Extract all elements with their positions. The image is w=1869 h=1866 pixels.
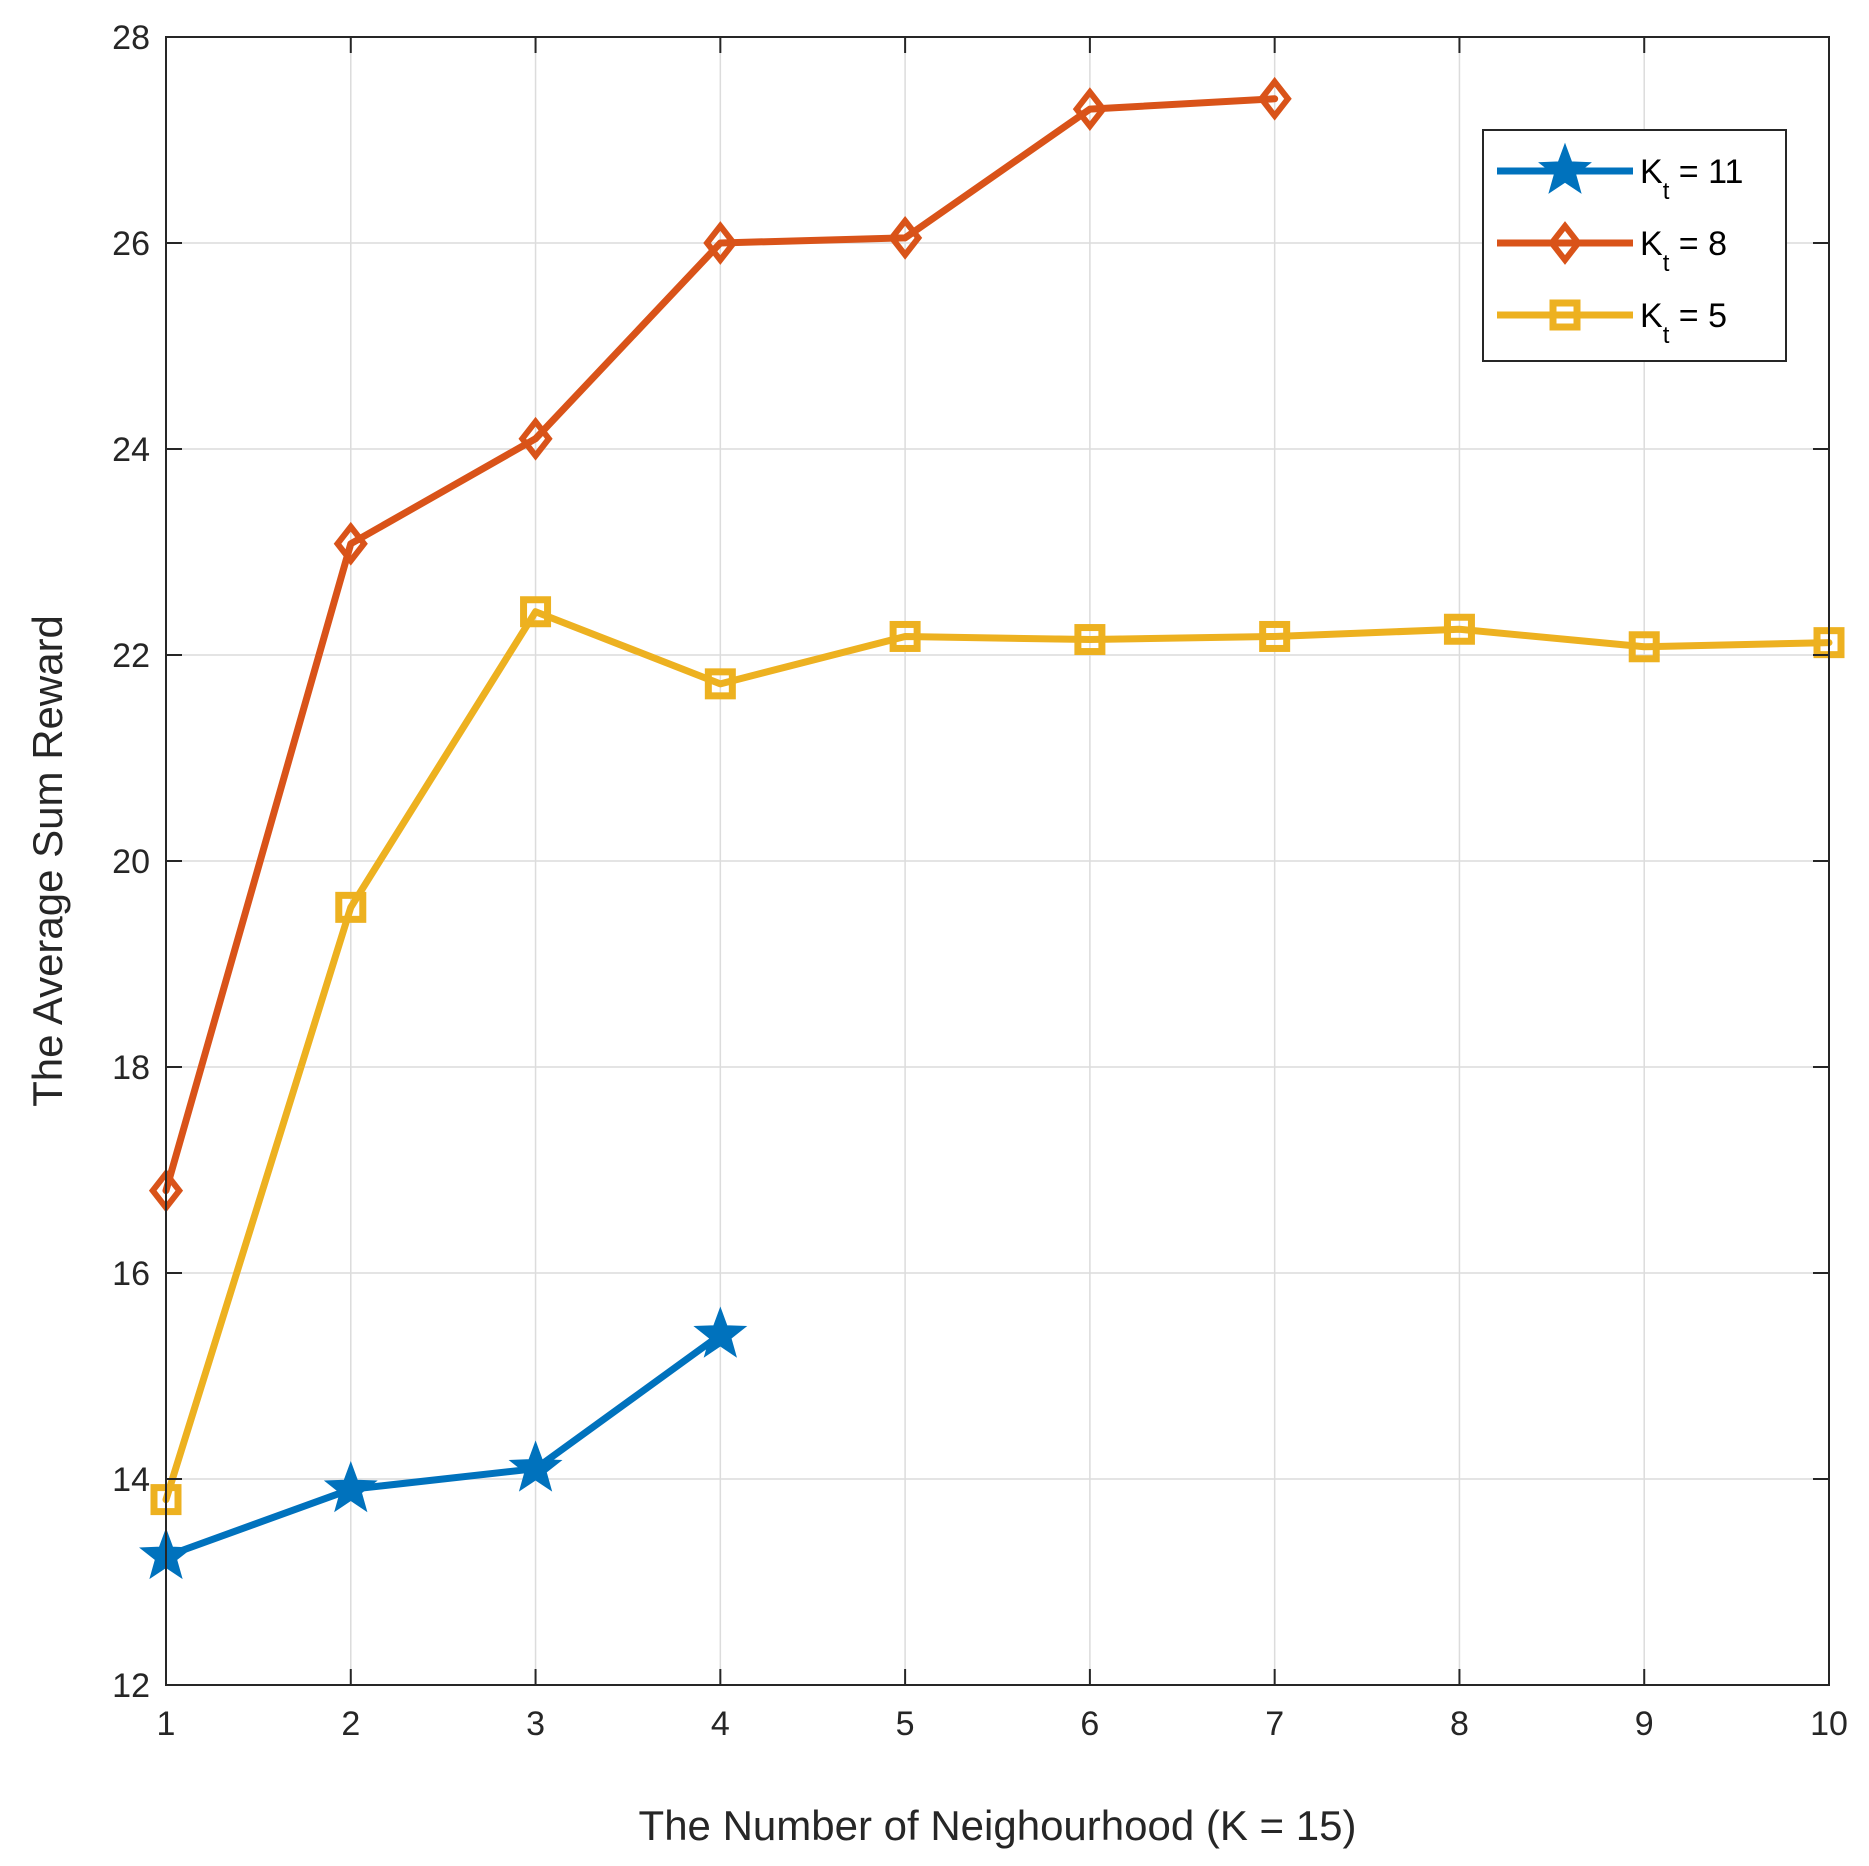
legend-label-rest: = 8 bbox=[1669, 225, 1727, 263]
x-tick-label: 1 bbox=[157, 1705, 176, 1743]
data-point bbox=[1257, 76, 1292, 121]
legend-marker bbox=[1547, 221, 1583, 265]
data-point bbox=[323, 1460, 378, 1513]
data-point bbox=[508, 1440, 563, 1492]
data-point bbox=[1628, 631, 1660, 663]
legend-item: Kt = 5 bbox=[1497, 297, 1727, 349]
x-tick-label: 8 bbox=[1450, 1705, 1469, 1743]
data-point bbox=[889, 620, 921, 652]
y-tick-label: 26 bbox=[112, 225, 150, 263]
x-axis-title: The Number of Neighourhood (K = 15) bbox=[639, 1802, 1357, 1849]
series-line bbox=[162, 95, 1279, 1195]
data-point bbox=[703, 221, 738, 265]
legend-marker bbox=[1549, 299, 1581, 331]
y-tick-label: 14 bbox=[112, 1461, 150, 1499]
y-tick-label: 18 bbox=[112, 1049, 150, 1087]
data-point bbox=[520, 596, 552, 628]
data-point bbox=[1443, 613, 1475, 645]
legend-label-main: K bbox=[1640, 297, 1663, 335]
data-point bbox=[335, 891, 367, 923]
legend-label-main: K bbox=[1640, 225, 1663, 263]
series-line bbox=[162, 1331, 724, 1560]
data-point bbox=[888, 215, 923, 260]
legend-label-sub: t bbox=[1663, 250, 1670, 277]
y-tick-label: 16 bbox=[112, 1255, 150, 1293]
x-tick-label: 5 bbox=[896, 1705, 915, 1743]
legend-item: Kt = 11 bbox=[1497, 142, 1743, 205]
data-point bbox=[518, 416, 553, 461]
legend-marker bbox=[1538, 142, 1592, 194]
x-tick-label: 6 bbox=[1080, 1705, 1099, 1743]
x-tick-label: 9 bbox=[1635, 1705, 1654, 1743]
legend-label-main: K bbox=[1640, 153, 1663, 191]
data-point bbox=[333, 521, 368, 566]
legend-label-sub: t bbox=[1663, 178, 1670, 205]
data-point bbox=[1074, 624, 1106, 656]
legend-item: Kt = 8 bbox=[1497, 221, 1727, 277]
x-tick-label: 4 bbox=[711, 1705, 730, 1743]
legend-label-sub: t bbox=[1663, 322, 1670, 349]
ticks bbox=[165, 36, 1830, 1686]
legend-label: Kt = 11 bbox=[1640, 153, 1743, 205]
legend-label: Kt = 8 bbox=[1640, 225, 1727, 277]
legend-label: Kt = 5 bbox=[1640, 297, 1727, 349]
x-tick-label: 10 bbox=[1810, 1705, 1848, 1743]
data-point bbox=[1259, 620, 1291, 652]
data-point bbox=[1072, 87, 1107, 131]
data-point bbox=[704, 668, 736, 700]
series-layer bbox=[139, 76, 1845, 1580]
x-tick-label: 7 bbox=[1265, 1705, 1284, 1743]
y-tick-label: 20 bbox=[112, 843, 150, 881]
x-tick-label: 3 bbox=[526, 1705, 545, 1743]
y-axis-title: The Average Sum Reward bbox=[24, 615, 71, 1107]
y-tick-label: 24 bbox=[112, 431, 150, 469]
legend-label-rest: = 11 bbox=[1669, 153, 1743, 191]
x-tick-label: 2 bbox=[341, 1705, 360, 1743]
series-diamond bbox=[148, 76, 1292, 1213]
legend-label-rest: = 5 bbox=[1669, 297, 1727, 335]
series-line bbox=[162, 608, 1833, 1504]
y-tick-label: 22 bbox=[112, 637, 150, 675]
y-tick-label: 12 bbox=[112, 1667, 150, 1705]
data-point bbox=[693, 1306, 748, 1358]
y-tick-label: 28 bbox=[112, 19, 150, 57]
